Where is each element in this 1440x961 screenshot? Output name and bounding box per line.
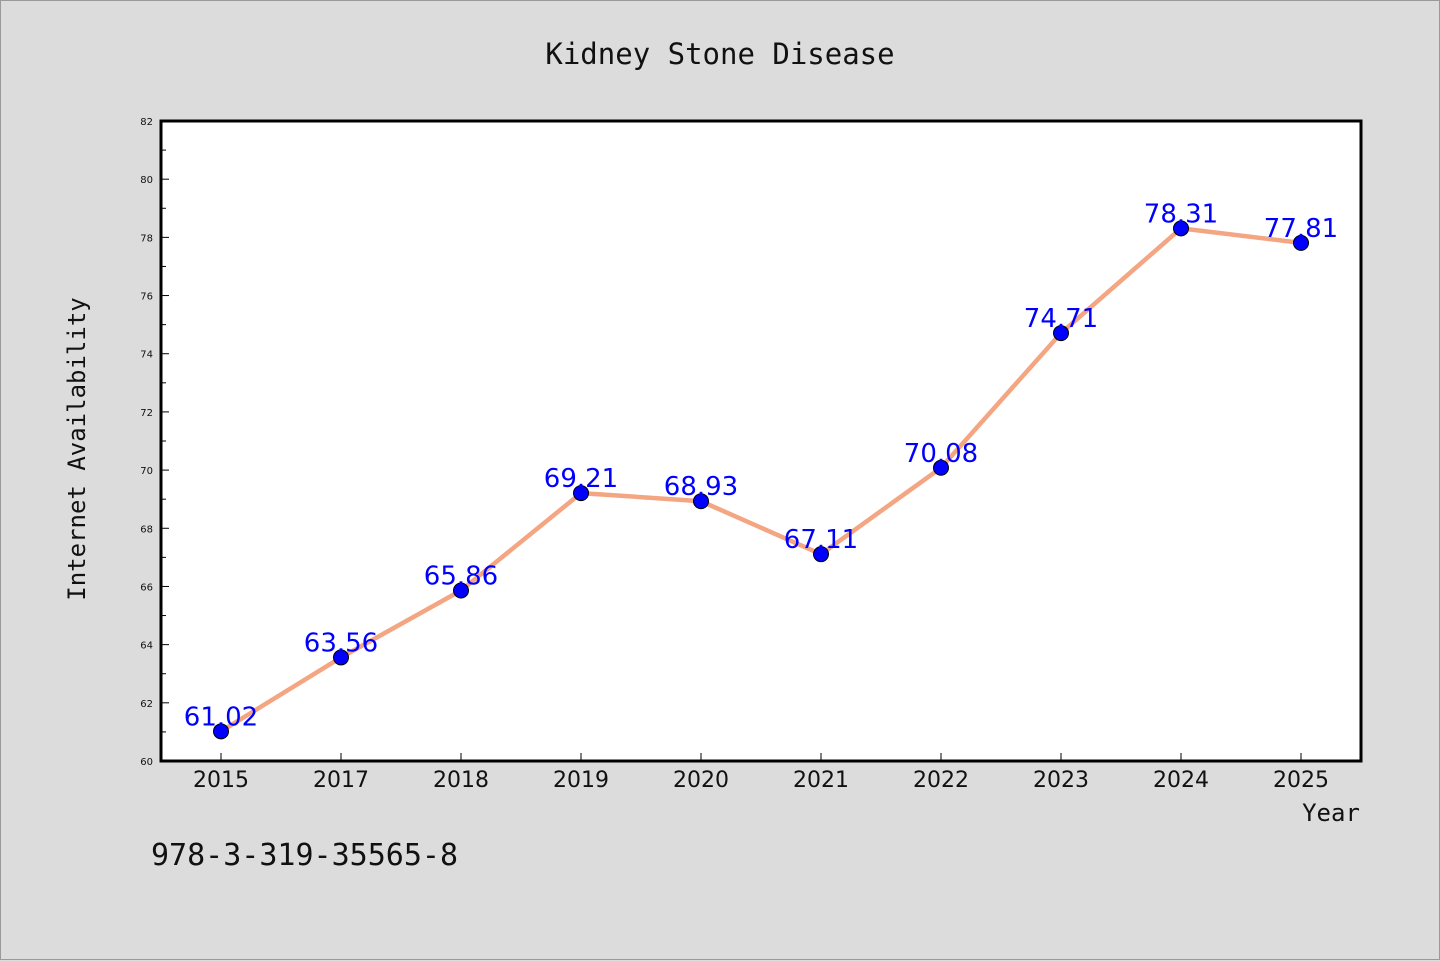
x-tick-label: 2025 bbox=[1273, 768, 1329, 793]
x-tick-label: 2019 bbox=[553, 768, 609, 793]
data-point bbox=[213, 723, 229, 740]
data-point bbox=[693, 493, 709, 510]
y-tick-label: 68 bbox=[140, 524, 153, 535]
data-label: 74.71 bbox=[1024, 304, 1098, 334]
data-label: 78.31 bbox=[1144, 199, 1218, 229]
y-tick-label: 76 bbox=[140, 292, 153, 303]
data-label: 61.02 bbox=[184, 702, 258, 732]
data-point bbox=[453, 582, 469, 599]
plot-border bbox=[159, 119, 1363, 763]
series-line bbox=[218, 226, 1304, 734]
x-tick-label: 2018 bbox=[433, 768, 489, 793]
plot-background bbox=[161, 121, 1361, 761]
x-tick-label: 2020 bbox=[673, 768, 729, 793]
x-tick-label: 2021 bbox=[793, 768, 849, 793]
data-point bbox=[1053, 325, 1069, 342]
y-tick-label: 80 bbox=[140, 175, 153, 186]
series-polyline bbox=[218, 226, 1304, 734]
data-labels: 61.02 63.56 65.86 69.21 68.93 67.11 70.08 74.71… bbox=[184, 199, 1338, 732]
data-label: 69.21 bbox=[544, 464, 618, 494]
x-tick-label: 2015 bbox=[193, 768, 249, 793]
y-tick-label: 78 bbox=[140, 233, 153, 244]
data-label: 70.08 bbox=[904, 439, 978, 469]
data-point bbox=[813, 546, 829, 563]
x-tick-label: 2017 bbox=[313, 768, 369, 793]
y-tick-label: 74 bbox=[140, 350, 153, 361]
y-tick-label: 64 bbox=[140, 641, 153, 652]
y-axis-title: Internet Availability bbox=[63, 297, 91, 600]
chart-title: Kidney Stone Disease bbox=[545, 37, 894, 71]
data-point bbox=[573, 485, 589, 502]
data-label: 67.11 bbox=[784, 525, 858, 555]
y-tick-label: 70 bbox=[140, 466, 153, 477]
data-point bbox=[333, 649, 349, 666]
x-tick-label: 2023 bbox=[1033, 768, 1089, 793]
data-points bbox=[213, 220, 1309, 740]
isbn-footer: 978-3-319-35565-8 bbox=[151, 838, 458, 873]
y-tick-label: 60 bbox=[140, 757, 153, 768]
x-axis: 2015 2017 2018 2019 2020 2021 2022 2023 2024 2025 bbox=[193, 753, 1329, 793]
x-tick-label: 2024 bbox=[1153, 768, 1209, 793]
x-axis-title: Year bbox=[1302, 799, 1360, 827]
data-label: 68.93 bbox=[664, 472, 738, 502]
y-tick-label: 72 bbox=[140, 408, 153, 419]
y-tick-label: 66 bbox=[140, 582, 153, 593]
data-label: 65.86 bbox=[424, 562, 498, 592]
x-tick-label: 2022 bbox=[913, 768, 969, 793]
data-label: 77.81 bbox=[1264, 214, 1338, 244]
y-tick-label: 82 bbox=[140, 117, 153, 128]
data-point bbox=[1293, 234, 1309, 251]
data-label: 63.56 bbox=[304, 628, 378, 658]
data-point bbox=[1173, 220, 1189, 237]
data-point bbox=[933, 459, 949, 476]
y-tick-label: 62 bbox=[140, 699, 153, 710]
